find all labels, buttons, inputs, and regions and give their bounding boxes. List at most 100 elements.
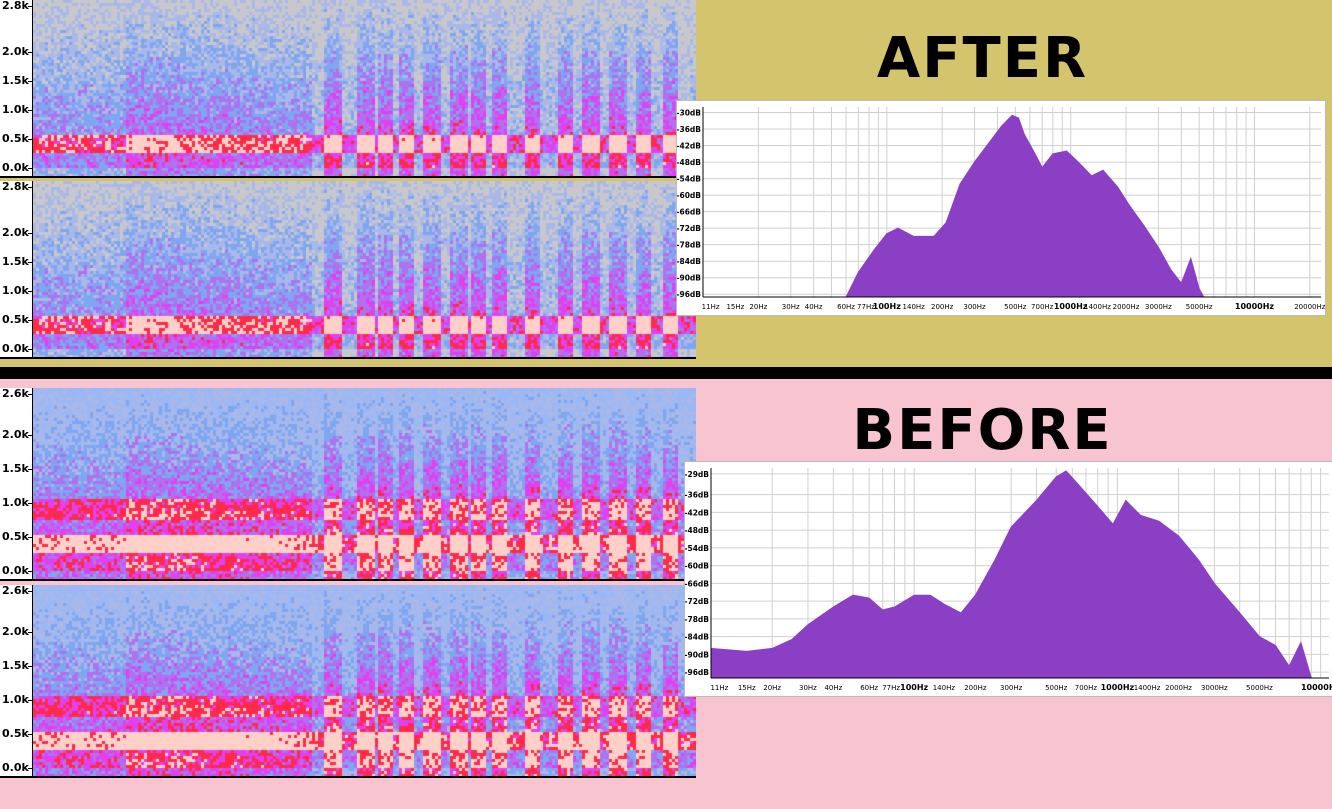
x-tick-label: 40Hz: [824, 684, 842, 692]
x-tick-label: 700Hz: [1075, 684, 1098, 692]
x-tick-label: 200Hz: [931, 303, 954, 311]
x-tick-label: 300Hz: [963, 303, 986, 311]
before-title: BEFORE: [852, 398, 1113, 463]
spectrogram-tick-mark: [28, 262, 32, 264]
spectrogram-tick-label: 2.8k: [2, 180, 29, 193]
track-bottom-line: [0, 176, 696, 178]
spectrogram-tick-label: 0.0k: [2, 342, 29, 355]
x-tick-label: 11Hz: [702, 303, 720, 311]
spectrogram-tick-label: 2.0k: [2, 427, 29, 441]
y-tick-label: -48dB: [685, 526, 709, 535]
x-tick-label: 100Hz: [900, 683, 928, 692]
before-left-ruler: 2.6k 2.0k 1.5k 1.0k 0.5k 0.0k: [0, 387, 33, 581]
spectrogram-tick-label: 0.0k: [2, 161, 29, 174]
spectrogram-tick-mark: [28, 468, 32, 470]
spectrogram-tick-mark: [28, 631, 32, 633]
y-tick-label: -96dB: [685, 668, 709, 677]
x-tick-label: 77Hz: [882, 684, 900, 692]
after-spectrum-chart: -30dB -36dB -42dB -48dB -54dB -60dB -66dB -72dB…: [676, 107, 1326, 311]
spectrogram-tick-label: 0.5k: [2, 313, 29, 327]
x-tick-label: 15Hz: [726, 303, 744, 311]
spectrogram-tick-label: 0.5k: [2, 132, 29, 146]
spectrogram-tick-mark: [28, 52, 32, 54]
spectrogram-tick-mark: [28, 665, 32, 667]
y-tick-label: -42dB: [677, 142, 701, 151]
spectrogram-tick-label: 2.6k: [2, 584, 29, 597]
y-tick-label: -84dB: [685, 633, 709, 642]
y-tick-label: -96dB: [677, 290, 701, 299]
y-tick-label: -30dB: [677, 109, 701, 118]
spectrogram-tick-mark: [28, 139, 32, 141]
spectrogram-tick-label: 0.0k: [2, 761, 29, 774]
spectrogram-tick-label: 1.0k: [2, 495, 29, 509]
x-tick-label: 140Hz: [933, 684, 956, 692]
x-tick-label: 1000Hz: [1101, 683, 1135, 692]
spectrogram-tick-label: 1.5k: [2, 74, 29, 88]
spectrogram-tick-mark: [28, 536, 32, 538]
spectrogram-tick-mark: [28, 591, 32, 592]
x-tick-label: 11Hz: [710, 684, 728, 692]
x-tick-label: 1400Hz: [1134, 684, 1161, 692]
spectrogram-tick-mark: [28, 699, 32, 701]
x-tick-label: 20Hz: [749, 303, 767, 311]
x-tick-label: 10000Hz: [1301, 683, 1332, 692]
y-tick-label: -66dB: [677, 208, 701, 217]
spectrogram-tick-label: 2.0k: [2, 226, 29, 240]
spectrogram-tick-mark: [28, 6, 32, 7]
spectrogram-tick-label: 1.5k: [2, 658, 29, 672]
y-tick-label: -60dB: [677, 191, 701, 200]
after-left-spectrogram-canvas: [33, 0, 696, 178]
before-spectrogram-left: 2.6k 2.0k 1.5k 1.0k 0.5k 0.0k: [0, 387, 696, 581]
before-spectrogram-right: 2.6k 2.0k 1.5k 1.0k 0.5k 0.0k: [0, 584, 696, 778]
after-left-ruler: 2.8k 2.0k 1.5k 1.0k 0.5k 0.0k: [0, 0, 33, 178]
x-tick-label: 140Hz: [903, 303, 926, 311]
spectrum-area: [710, 470, 1312, 679]
spectrogram-tick-label: 2.0k: [2, 45, 29, 59]
spectrogram-tick-mark: [28, 81, 32, 83]
before-left-spectrogram-canvas: [33, 388, 696, 581]
before-frequency-analysis: -29dB -36dB -42dB -48dB -54dB -60dB -66dB -72dB…: [684, 461, 1332, 697]
track-bottom-line: [0, 357, 696, 359]
spectrogram-tick-mark: [28, 502, 32, 504]
spectrogram-tick-label: 1.0k: [2, 103, 29, 117]
before-spectrum-chart: -29dB -36dB -42dB -48dB -54dB -60dB -66dB -72dB…: [684, 468, 1332, 692]
y-tick-label: -48dB: [677, 158, 701, 167]
x-tick-label: 2000Hz: [1113, 303, 1140, 311]
spectrogram-tick-mark: [28, 571, 32, 572]
x-tick-label: 20000Hz: [1294, 303, 1325, 311]
x-tick-label: 77Hz: [857, 303, 875, 311]
y-tick-label: -36dB: [685, 491, 709, 500]
x-tick-label: 30Hz: [799, 684, 817, 692]
x-tick-label: 15Hz: [738, 684, 756, 692]
spectrogram-tick-mark: [28, 291, 32, 293]
after-frequency-analysis: -30dB -36dB -42dB -48dB -54dB -60dB -66dB -72dB…: [676, 100, 1326, 316]
spectrogram-tick-mark: [28, 110, 32, 112]
y-tick-label: -72dB: [685, 597, 709, 606]
y-tick-label: -90dB: [685, 650, 709, 659]
y-tick-label: -36dB: [677, 125, 701, 134]
x-tick-label: 20Hz: [763, 684, 781, 692]
x-tick-label: 1000Hz: [1054, 302, 1088, 311]
after-spectrogram-left: 2.8k 2.0k 1.5k 1.0k 0.5k 0.0k: [0, 0, 696, 178]
spectrogram-tick-mark: [28, 768, 32, 769]
x-tick-label: 30Hz: [782, 303, 800, 311]
track-bottom-line: [0, 776, 696, 778]
track-bottom-line: [0, 579, 696, 581]
x-tick-label: 700Hz: [1031, 303, 1054, 311]
y-tick-label: -84dB: [677, 257, 701, 266]
before-right-ruler: 2.6k 2.0k 1.5k 1.0k 0.5k 0.0k: [0, 584, 33, 778]
spectrogram-tick-label: 0.0k: [2, 564, 29, 577]
spectrogram-tick-mark: [28, 434, 32, 436]
spectrogram-tick-label: 1.0k: [2, 692, 29, 706]
spectrum-area: [845, 114, 1205, 298]
x-tick-label: 300Hz: [1000, 684, 1023, 692]
y-tick-label: -78dB: [685, 615, 709, 624]
y-tick-label: -54dB: [677, 175, 701, 184]
spectrogram-tick-mark: [28, 168, 32, 169]
x-tick-label: 60Hz: [860, 684, 878, 692]
spectrogram-tick-label: 2.0k: [2, 624, 29, 638]
spectrogram-tick-mark: [28, 394, 32, 395]
x-tick-label: 200Hz: [964, 684, 987, 692]
spectrogram-tick-mark: [28, 320, 32, 322]
x-tick-label: 100Hz: [873, 302, 901, 311]
